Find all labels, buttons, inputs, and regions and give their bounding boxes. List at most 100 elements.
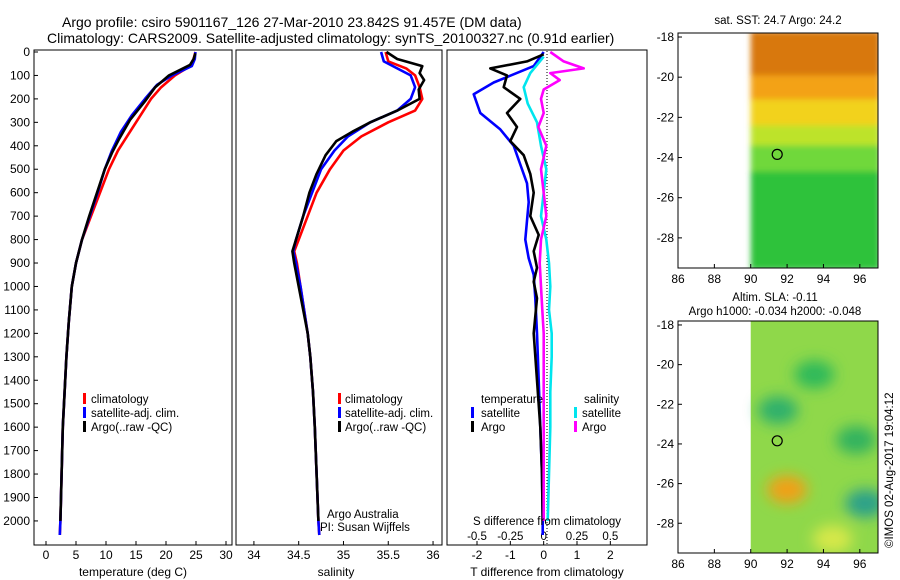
- map-lat-tick-label: -28: [657, 516, 675, 530]
- depth-tick-label: 300: [10, 115, 30, 129]
- legend-t-argo-swatch: [471, 421, 474, 432]
- temperature-tick-label: 0: [43, 548, 50, 562]
- legend-argo-swatch: [83, 421, 86, 432]
- depth-tick-label: 700: [10, 209, 30, 223]
- salinity-panel: 34 34.5 35 35.5 36 salinity climatology sate…: [235, 49, 443, 579]
- legend-s-satellite-swatch: [574, 407, 577, 418]
- temperature-axes-box: [33, 49, 233, 546]
- s-diff-tick-label: 0: [540, 531, 546, 543]
- copyright-label: ©IMOS 02-Aug-2017 19:04:12: [884, 392, 896, 548]
- map-lat-tick-label: -26: [657, 477, 675, 491]
- sst-zone: [750, 171, 878, 268]
- legend-satellite-swatch: [83, 407, 86, 418]
- depth-tick-label: 900: [10, 256, 30, 270]
- depth-tick-label: 1700: [3, 444, 30, 458]
- sst-map-panel: sat. SST: 24.7 Argo: 24.2 86 88 90 92 94 96 -1…: [657, 15, 879, 286]
- sla-map-axes: 86 88 90 92 94 96 -18 -20 -22 -24 -26 -28: [657, 318, 867, 571]
- salinity-axes-box: [235, 49, 443, 546]
- series-line-s-argo: [536, 50, 586, 521]
- legend-satellite-label: satellite-adj. clim.: [91, 408, 179, 420]
- legend-t-satellite-swatch: [471, 407, 474, 418]
- annotation-line2: PI: Susan Wijffels: [320, 522, 410, 534]
- map-lat-tick-label: -24: [657, 437, 675, 451]
- map-lon-tick-label: 88: [708, 272, 722, 286]
- map-lon-tick-label: 88: [708, 557, 722, 571]
- legend-t-satellite-label: satellite: [481, 408, 520, 420]
- legend-salinity-title: salinity: [584, 394, 619, 406]
- sla-blob: [836, 425, 877, 454]
- sst-zone: [750, 125, 878, 150]
- temperature-legend: climatology satellite-adj. clim. Argo(..…: [83, 393, 179, 434]
- temperature-tick-label: 5: [73, 548, 80, 562]
- salinity-tick-label: 35: [337, 548, 351, 562]
- depth-tick-label: 100: [10, 68, 30, 82]
- map-lat-tick-label: -18: [657, 30, 675, 44]
- depth-tick-label: 1000: [3, 279, 30, 293]
- map-lat-tick-label: -18: [657, 318, 675, 332]
- t-diff-tick-label: -1: [505, 548, 516, 562]
- depth-tick-label: 1100: [4, 303, 30, 317]
- sla-blob: [845, 489, 878, 518]
- legend-satellite-swatch: [338, 407, 341, 418]
- s-diff-tick-label: -0.25: [497, 531, 523, 543]
- sst-zone: [750, 99, 878, 130]
- sla-map-title-line2: Argo h1000: -0.034 h2000: -0.048: [689, 306, 862, 318]
- sla-blob: [812, 525, 853, 553]
- map-lon-tick-label: 96: [853, 557, 867, 571]
- depth-tick-label: 800: [10, 233, 30, 247]
- sla-map-panel: Altim. SLA: -0.11 Argo h1000: -0.034 h20…: [657, 292, 879, 571]
- temperature-x-axis: 0 5 10 15 20 25 30: [43, 541, 233, 562]
- salinity-tick-label: 35.5: [377, 548, 401, 562]
- salinity-legend: climatology satellite-adj. clim. Argo(..…: [338, 393, 433, 434]
- map-lat-tick-label: -26: [657, 191, 675, 205]
- legend-climatology-label: climatology: [345, 394, 403, 406]
- depth-tick-label: 1600: [3, 420, 30, 434]
- series-line-t-argo: [488, 53, 545, 521]
- s-diff-tick-label: 0.5: [602, 531, 618, 543]
- t-diff-tick-label: -2: [472, 548, 483, 562]
- legend-climatology-swatch: [83, 393, 86, 404]
- difference-x-axis: -2 -1 0 1 2: [472, 541, 614, 562]
- annotation-line1: Argo Australia: [327, 509, 399, 521]
- depth-tick-label: 1400: [3, 373, 30, 387]
- map-lon-tick-label: 90: [744, 557, 758, 571]
- map-lat-tick-label: -20: [657, 358, 675, 372]
- figure-title-line2: Climatology: CARS2009. Satellite-adjuste…: [47, 30, 614, 46]
- map-lon-tick-label: 94: [817, 557, 831, 571]
- depth-tick-label: 0: [23, 45, 30, 59]
- sst-map-frame: [677, 32, 879, 269]
- argo-position-marker: [771, 435, 783, 447]
- s-diff-tick-label: 0.25: [566, 531, 588, 543]
- sla-blobs: [758, 360, 878, 553]
- temperature-tick-label: 25: [189, 548, 203, 562]
- map-lon-tick-label: 92: [780, 557, 794, 571]
- t-diff-xlabel: T difference from climatology: [470, 565, 624, 579]
- depth-tick-label: 400: [10, 139, 30, 153]
- salinity-xlabel: salinity: [318, 565, 355, 579]
- depth-tick-label: 1200: [3, 326, 30, 340]
- sst-heatmap: [750, 33, 878, 268]
- t-diff-tick-label: 2: [607, 548, 614, 562]
- depth-tick-label: 500: [10, 162, 30, 176]
- map-lon-tick-label: 86: [671, 557, 685, 571]
- salinity-tick-label: 34: [247, 548, 261, 562]
- legend-argo-label: Argo(..raw -QC): [345, 422, 426, 434]
- depth-tick-label: 1500: [3, 397, 30, 411]
- legend-s-argo-swatch: [574, 421, 577, 432]
- map-lat-tick-label: -20: [657, 70, 675, 84]
- salinity-tick-label: 34.5: [287, 548, 311, 562]
- sst-map-title: sat. SST: 24.7 Argo: 24.2: [714, 15, 841, 27]
- legend-satellite-label: satellite-adj. clim.: [345, 408, 433, 420]
- sst-zone: [750, 145, 878, 176]
- t-diff-tick-label: 0: [540, 548, 547, 562]
- argo-position-marker: [771, 148, 783, 160]
- map-lon-tick-label: 94: [817, 272, 831, 286]
- depth-tick-label: 1900: [3, 490, 30, 504]
- depth-tick-label: 1300: [3, 350, 30, 364]
- map-lon-tick-label: 86: [671, 272, 685, 286]
- legend-t-argo-label: Argo: [481, 422, 505, 434]
- salinity-tick-label: 36: [426, 548, 440, 562]
- series-line-s-satellite: [522, 55, 554, 521]
- t-diff-tick-label: 1: [574, 548, 581, 562]
